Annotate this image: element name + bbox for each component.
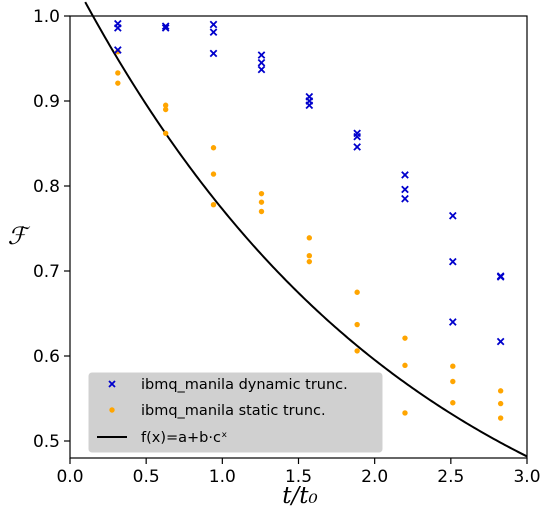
dynamic-trunc-point [401, 171, 409, 179]
dynamic-trunc-point-stroke [113, 24, 122, 32]
dynamic-trunc-point [496, 273, 505, 281]
dynamic-trunc-point [209, 20, 218, 29]
dynamic-trunc-point [448, 211, 457, 220]
dynamic-trunc-point-stroke [209, 20, 218, 29]
dynamic-trunc-point-stroke [448, 211, 457, 220]
static-trunc-point [402, 362, 408, 369]
static-trunc-point [162, 130, 169, 136]
dynamic-trunc-point [353, 143, 361, 151]
dynamic-trunc-point [496, 337, 505, 346]
x-tick-label: 2.0 [361, 467, 388, 487]
dynamic-trunc-point-stroke [113, 46, 122, 54]
dynamic-trunc-point-stroke [448, 318, 457, 326]
dynamic-trunc-point-stroke [401, 185, 409, 194]
static-trunc-point [402, 335, 408, 341]
static-trunc-point [306, 258, 313, 265]
dynamic-trunc-point [209, 49, 218, 58]
x-tick-label: 0.5 [133, 467, 160, 487]
dynamic-trunc-point [113, 24, 122, 32]
dynamic-trunc-point-stroke [209, 49, 218, 58]
dynamic-trunc-point [305, 101, 314, 110]
legend-static-label: ibmq_manila static trunc. [141, 403, 326, 419]
static-trunc-point [354, 289, 360, 295]
static-trunc-point [306, 253, 313, 259]
dynamic-trunc-point [257, 51, 266, 59]
dynamic-trunc-point [161, 22, 170, 31]
dynamic-trunc-point-stroke [257, 58, 266, 67]
static-trunc-point [258, 208, 265, 215]
y-tick-label: 0.9 [33, 92, 60, 112]
fit-curve-layer [84, 1, 528, 458]
x-tick-label: 2.5 [437, 467, 464, 487]
dynamic-trunc-points [113, 19, 505, 346]
dynamic-trunc-point [353, 132, 361, 141]
dynamic-trunc-point [448, 318, 457, 326]
dynamic-trunc-point [161, 24, 170, 32]
static-trunc-point [306, 235, 313, 241]
static-trunc-point [402, 410, 408, 416]
static-trunc-point [210, 202, 217, 208]
legend-fit-label: f(x)=a+b·cˣ [141, 430, 227, 446]
y-tick-label: 1.0 [33, 7, 60, 27]
dynamic-trunc-point-stroke [496, 273, 505, 281]
static-trunc-point [497, 388, 504, 394]
x-tick-label: 1.5 [285, 467, 312, 487]
dynamic-trunc-point-stroke [257, 51, 266, 59]
y-axis-label: ℱ [8, 222, 31, 250]
dynamic-trunc-point-stroke [401, 194, 409, 203]
plot-frame [69, 15, 528, 459]
static-trunc-point [450, 363, 456, 369]
static-trunc-point [162, 102, 169, 108]
dynamic-trunc-point [401, 185, 409, 194]
legend: ibmq_manila dynamic trunc. ibmq_manila s… [88, 372, 383, 453]
dynamic-trunc-point-stroke [401, 171, 409, 179]
static-trunc-point [450, 400, 456, 406]
x-tick-label: 0.0 [56, 467, 83, 487]
static-trunc-point [162, 106, 169, 113]
legend-box [88, 372, 383, 453]
static-trunc-point [354, 321, 360, 328]
dynamic-trunc-point-stroke [209, 28, 218, 36]
dynamic-trunc-point [113, 46, 122, 54]
x-axis-label: t/t₀ [282, 483, 317, 509]
static-trunc-point [115, 80, 121, 86]
static-trunc-point [210, 145, 217, 151]
static-trunc-point [210, 171, 217, 177]
dynamic-trunc-point [401, 194, 409, 203]
dynamic-trunc-point-stroke [448, 257, 457, 266]
dynamic-trunc-point-stroke [353, 143, 361, 151]
x-tick-label: 3.0 [513, 467, 540, 487]
legend-static-marker [109, 407, 115, 413]
y-tick-label: 0.7 [33, 262, 60, 282]
static-trunc-point [497, 400, 504, 407]
static-trunc-point [115, 70, 121, 76]
static-trunc-point [258, 190, 265, 197]
static-trunc-point [450, 378, 456, 385]
dynamic-trunc-point [257, 65, 266, 74]
static-trunc-points [115, 49, 504, 421]
dynamic-trunc-point-stroke [161, 24, 170, 32]
x-tick-label: 1.0 [209, 467, 236, 487]
dynamic-trunc-point [209, 28, 218, 36]
dynamic-trunc-point [448, 257, 457, 266]
legend-dynamic-marker [108, 380, 116, 388]
y-tick-label: 0.6 [33, 347, 60, 367]
dynamic-trunc-point-stroke [353, 132, 361, 141]
y-axis-ticks: 0.5 0.6 0.7 0.8 0.9 1.0 [33, 7, 70, 452]
dynamic-trunc-point-stroke [161, 22, 170, 31]
fit-curve-line [84, 1, 528, 458]
static-trunc-point [258, 199, 265, 205]
dynamic-trunc-point-stroke [496, 337, 505, 346]
dynamic-trunc-point-stroke [305, 101, 314, 110]
x-axis-ticks: 0.0 0.5 1.0 1.5 2.0 2.5 3.0 [56, 458, 541, 487]
y-tick-label: 0.5 [33, 432, 60, 452]
y-tick-label: 0.8 [33, 177, 60, 197]
legend-dynamic-label: ibmq_manila dynamic trunc. [141, 377, 348, 393]
dynamic-trunc-point-stroke [257, 65, 266, 74]
static-trunc-point [354, 348, 360, 354]
dynamic-trunc-point [257, 58, 266, 67]
static-trunc-point [497, 415, 504, 421]
